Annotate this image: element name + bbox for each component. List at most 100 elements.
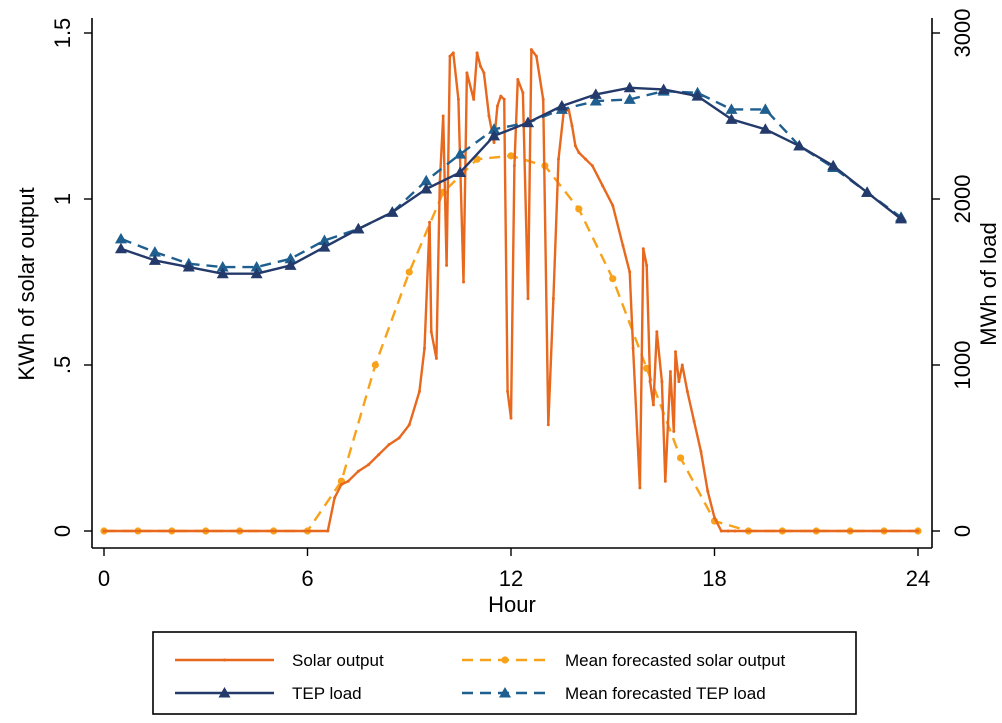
data-point xyxy=(657,83,670,94)
data-point xyxy=(577,151,581,155)
data-point xyxy=(759,103,772,114)
data-point xyxy=(719,529,723,533)
data-point xyxy=(663,479,667,483)
y-right-tick-label: 3000 xyxy=(950,9,975,58)
y-left-tick-label: 0 xyxy=(50,525,75,537)
data-point xyxy=(589,95,602,106)
x-tick-label: 12 xyxy=(499,566,523,591)
data-point xyxy=(621,243,625,247)
data-point xyxy=(725,113,738,124)
y-axis-left-title: KWh of solar output xyxy=(14,187,39,380)
data-point xyxy=(445,263,449,267)
data-point xyxy=(733,529,737,533)
series-3 xyxy=(114,81,908,279)
data-point xyxy=(692,419,696,423)
data-point xyxy=(611,204,615,208)
data-point xyxy=(793,139,806,151)
data-point xyxy=(377,453,381,457)
data-point xyxy=(420,174,433,186)
data-point xyxy=(216,267,229,279)
data-point xyxy=(114,242,127,254)
data-point xyxy=(114,232,127,244)
data-point xyxy=(529,48,533,52)
series-line xyxy=(120,86,902,275)
data-point xyxy=(284,259,297,270)
data-point xyxy=(182,261,195,272)
data-point xyxy=(367,463,371,467)
y-axis-right-title: MWh of load xyxy=(976,222,1001,346)
data-point xyxy=(827,159,840,171)
series-4 xyxy=(114,85,908,272)
legend-marker xyxy=(218,687,231,698)
ticks: 0 6 12 18 24 0 .5 1 1.5 0 1000 2000 3000 xyxy=(50,9,975,591)
series-layer xyxy=(100,48,922,535)
data-point xyxy=(387,443,391,447)
data-point xyxy=(660,380,664,384)
data-point xyxy=(356,469,360,473)
x-axis-title: Hour xyxy=(488,592,536,617)
data-point xyxy=(499,94,503,98)
data-point xyxy=(417,390,421,394)
data-point xyxy=(623,93,636,104)
data-point xyxy=(551,297,555,301)
data-point xyxy=(475,51,479,55)
data-point xyxy=(405,268,413,276)
data-point xyxy=(699,449,703,453)
data-point xyxy=(575,205,583,213)
x-tick-label: 18 xyxy=(702,566,726,591)
data-point xyxy=(318,234,331,245)
data-point xyxy=(685,390,689,394)
legend-label: TEP load xyxy=(292,684,362,703)
y-right-tick-label: 2000 xyxy=(950,175,975,224)
data-point xyxy=(672,429,676,433)
data-point xyxy=(339,483,343,487)
data-point xyxy=(284,252,297,264)
data-point xyxy=(148,246,161,257)
data-point xyxy=(668,370,672,374)
legend-items: Solar output Mean forecasted solar output… xyxy=(175,651,785,703)
data-point xyxy=(546,423,550,427)
data-point xyxy=(759,123,772,134)
data-point xyxy=(465,71,469,75)
data-point xyxy=(428,220,432,224)
data-point xyxy=(641,247,645,251)
data-point xyxy=(706,489,710,493)
data-point xyxy=(472,97,476,101)
data-point xyxy=(573,144,577,148)
data-point xyxy=(352,222,365,234)
y-left-tick-label: .5 xyxy=(50,356,75,374)
data-point xyxy=(780,529,784,533)
data-point xyxy=(590,164,594,168)
data-point xyxy=(648,380,652,384)
y-left-tick-label: 1.5 xyxy=(50,18,75,49)
data-point xyxy=(584,157,588,161)
data-point xyxy=(478,64,482,68)
legend-item: Mean forecasted solar output xyxy=(462,651,785,670)
data-point xyxy=(487,114,491,118)
data-point xyxy=(628,270,632,274)
data-point xyxy=(521,116,534,128)
data-point xyxy=(488,123,501,134)
data-point xyxy=(492,141,496,145)
data-point xyxy=(216,261,229,272)
data-point xyxy=(482,71,486,75)
legend-marker xyxy=(499,687,511,698)
data-point xyxy=(512,164,516,168)
legend-box xyxy=(152,631,857,715)
y-right-tick-label: 0 xyxy=(950,525,975,537)
data-point xyxy=(534,54,538,58)
legend-label: Mean forecasted solar output xyxy=(565,651,785,670)
data-point xyxy=(102,529,106,533)
data-point xyxy=(655,330,659,334)
data-point xyxy=(631,346,635,350)
data-point xyxy=(326,529,330,533)
data-point xyxy=(677,380,681,384)
data-point xyxy=(726,529,730,533)
data-point xyxy=(601,184,605,188)
data-point xyxy=(713,516,716,520)
data-point xyxy=(746,529,750,533)
data-point xyxy=(488,129,501,141)
legend-item: TEP load xyxy=(175,684,362,703)
data-point xyxy=(454,148,467,159)
data-point xyxy=(541,97,545,101)
